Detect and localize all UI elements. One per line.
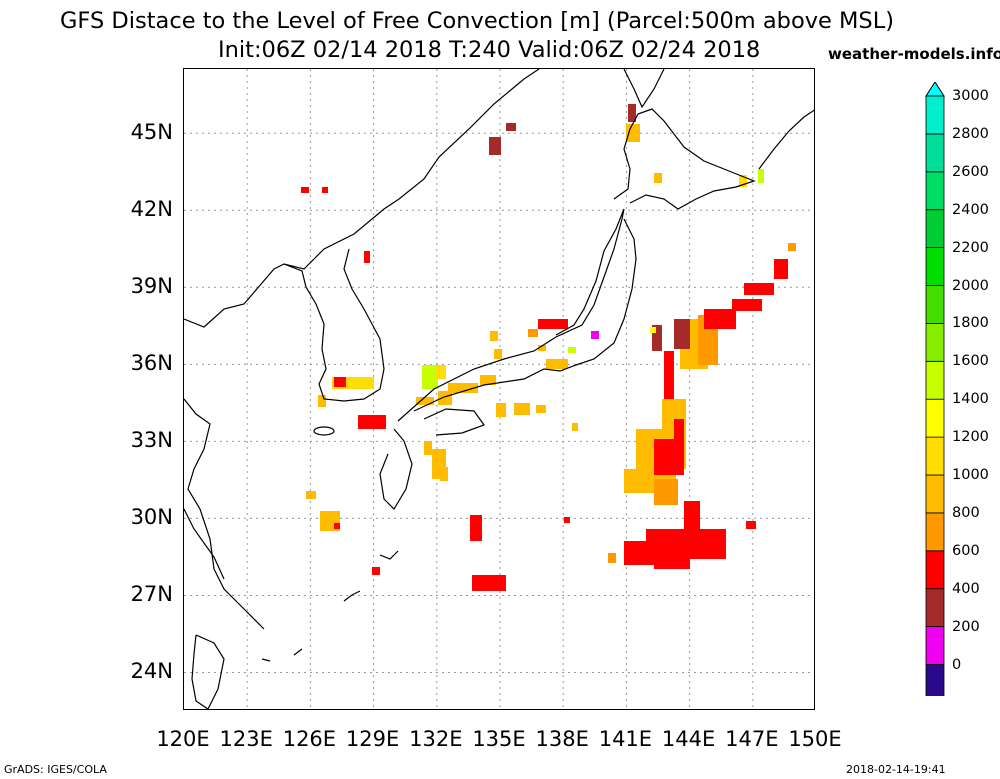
lon-label: 120E [156,727,210,751]
map-gridlines [184,69,814,709]
colorbar-segment [925,171,945,211]
coastlines [184,69,814,709]
colorbar-label: 2400 [952,201,989,218]
lfc-field-cells [301,104,796,591]
colorbar-segment [925,95,945,135]
colorbar-label: 3000 [952,88,989,104]
colorbar-segment [925,133,945,173]
colorbar-segment [925,285,945,324]
lat-label: 42N [130,197,173,222]
lat-label: 24N [130,659,173,684]
colorbar-segment [925,360,945,400]
lat-label: 30N [130,505,173,530]
colorbar-label: 1800 [952,315,989,332]
colorbar-segment [925,664,945,696]
lon-label: 147E [725,727,779,751]
colorbar-label: 200 [952,618,980,635]
colorbar-segment [925,474,945,514]
lon-label: 150E [788,727,842,751]
colorbar-segment [925,588,945,628]
lon-label: 132E [409,727,463,751]
colorbar-label: 1600 [952,353,989,370]
colorbar-label: 2200 [952,239,989,256]
colorbar-label: 800 [952,504,980,521]
lon-label: 126E [282,727,337,751]
lon-label: 129E [345,727,400,751]
lon-label: 144E [661,727,716,751]
map-plot-area [183,68,815,710]
colorbar-label: 1400 [952,391,989,408]
colorbar-segment [925,436,945,476]
map-subtitle: Init:06Z 02/14 2018 T:240 Valid:06Z 02/2… [218,37,761,63]
colorbar-segment [925,247,945,286]
colorbar-segment [925,626,945,665]
colorbar-label: 2000 [952,277,989,294]
colorbar-label: 0 [952,656,962,673]
footer-credit: GrADS: IGES/COLA [4,763,107,776]
lat-label: 39N [130,274,173,299]
colorbar-label: 600 [952,542,980,559]
colorbar-label: 1000 [952,467,989,483]
colorbar-segment [925,209,945,248]
colorbar-label: 2600 [952,163,989,180]
colorbar-segment [925,398,945,438]
map-canvas [184,69,814,709]
site-label: weather-models.info [828,45,1000,63]
colorbar-label: 400 [952,580,980,597]
lat-label: 45N [130,120,173,145]
map-title: GFS Distace to the Level of Free Convect… [60,8,895,34]
lon-label: 135E [472,727,526,751]
colorbar-segment [925,322,945,362]
lon-label: 141E [598,727,653,751]
lon-label: 138E [535,727,589,751]
lon-label: 123E [219,727,273,751]
colorbar [925,82,945,696]
lat-label: 36N [130,351,173,376]
lat-label: 33N [130,428,173,453]
colorbar-segment [925,512,945,552]
colorbar-label: 1200 [952,429,989,446]
lat-label: 27N [130,582,173,607]
colorbar-label: 2800 [952,125,989,142]
colorbar-segment [925,550,945,590]
footer-timestamp: 2018-02-14-19:41 [846,763,946,776]
colorbar-top-arrow [925,82,945,97]
